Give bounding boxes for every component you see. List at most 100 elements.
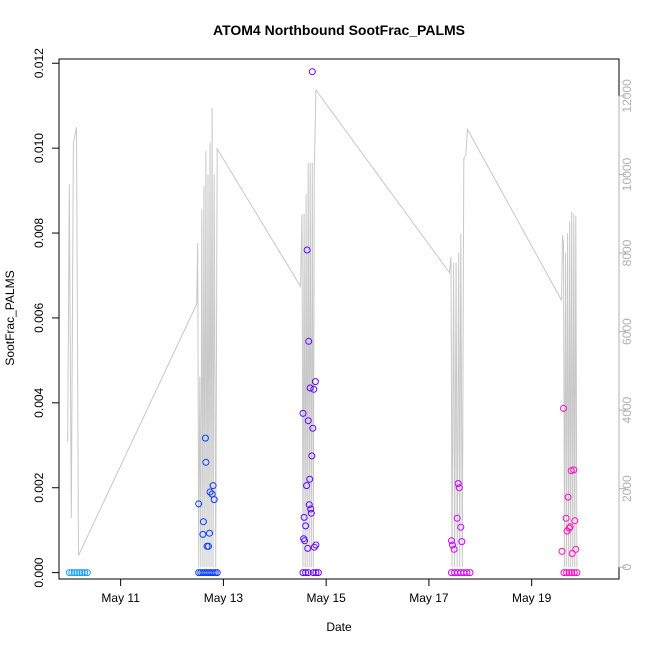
data-point [466, 569, 474, 577]
y2-tick-label: 6000 [620, 318, 634, 345]
data-point [312, 541, 320, 549]
data-point [463, 569, 471, 577]
data-point [306, 475, 314, 483]
data-point [455, 484, 463, 492]
data-point [211, 569, 219, 577]
x-tick-label: May 11 [101, 591, 140, 605]
data-point [202, 458, 210, 466]
data-point [209, 569, 217, 577]
data-point [307, 509, 315, 517]
data-point [307, 505, 315, 513]
data-point [300, 513, 308, 521]
data-point [81, 569, 89, 577]
data-point [209, 482, 217, 490]
data-point-layer [65, 68, 581, 577]
data-point [310, 385, 318, 393]
data-point [457, 523, 465, 531]
x-tick-label: May 17 [409, 591, 449, 605]
data-point [450, 545, 458, 553]
x-axis: May 11 May 13 May 15 May 17 May 19 [101, 578, 552, 605]
data-point [560, 404, 567, 412]
data-point [195, 500, 203, 508]
data-point [308, 452, 316, 460]
data-point [563, 569, 571, 577]
data-point [206, 529, 213, 537]
data-point [570, 569, 578, 577]
data-point [560, 569, 568, 577]
y-tick-label: 0.012 [32, 48, 46, 78]
data-point [68, 569, 76, 577]
data-point [304, 417, 312, 425]
data-point [205, 542, 212, 550]
data-point [568, 550, 576, 557]
data-point [314, 569, 322, 577]
data-point [73, 569, 81, 577]
y-axis-label: SootFrac_PALMS [3, 270, 17, 365]
data-point [310, 543, 318, 551]
data-point [573, 569, 581, 577]
data-point [302, 522, 310, 530]
plot-frame [58, 58, 620, 580]
data-point [312, 569, 320, 577]
x-tick-label: May 19 [512, 591, 552, 605]
x-tick-label: May 13 [204, 591, 244, 605]
data-point [562, 514, 570, 522]
data-point [565, 569, 573, 577]
y2-tick-label: 8000 [620, 239, 634, 266]
y2-tick-label: 2000 [620, 475, 634, 502]
data-point [303, 246, 311, 254]
data-point [210, 496, 218, 504]
data-point [304, 569, 312, 577]
y-tick-label: 0.010 [32, 133, 46, 163]
data-point [65, 569, 73, 577]
data-point [453, 514, 461, 522]
y-tick-label: 0.006 [32, 303, 46, 333]
data-point [571, 517, 579, 525]
data-point [305, 501, 313, 509]
y-tick-label: 0.002 [32, 472, 46, 502]
y-axis-right: 0 2000 4000 6000 8000 10000 12000 [618, 79, 634, 571]
data-point [299, 569, 307, 577]
x-tick-label: May 15 [306, 591, 346, 605]
data-point [309, 424, 317, 432]
y-tick-label: 0.008 [32, 218, 46, 248]
data-point [213, 569, 221, 577]
data-point [572, 545, 580, 553]
data-point [565, 524, 573, 532]
data-point [83, 569, 91, 577]
y2-tick-label: 4000 [620, 396, 634, 423]
x-axis-label: Date [326, 620, 352, 634]
y-axis-left: 0.000 0.002 0.004 0.006 0.008 0.010 0.012 [32, 48, 60, 588]
data-point [199, 518, 207, 526]
y2-tick-label: 10000 [620, 157, 634, 191]
data-point [304, 544, 312, 552]
data-point [78, 569, 86, 577]
data-point [449, 541, 456, 549]
data-point [568, 569, 576, 577]
data-point [454, 480, 462, 487]
y2-tick-label: 12000 [620, 79, 634, 113]
data-point [558, 547, 566, 555]
data-point [206, 488, 214, 496]
y-tick-label: 0.004 [32, 387, 46, 417]
data-point [302, 569, 310, 577]
data-point [458, 538, 466, 546]
data-point [305, 337, 313, 345]
data-point [570, 466, 578, 474]
data-point [566, 523, 574, 531]
data-point [301, 537, 309, 545]
data-point [303, 482, 311, 490]
data-point [309, 569, 317, 577]
data-point [564, 493, 572, 501]
y-tick-label: 0.000 [32, 557, 46, 587]
data-point [308, 68, 316, 76]
data-point [76, 569, 84, 577]
y2-tick-label: 0 [620, 564, 634, 571]
data-point [448, 537, 455, 545]
data-point [201, 434, 209, 442]
altitude-line-layer [67, 88, 578, 568]
data-point [306, 384, 314, 392]
data-point [299, 409, 307, 417]
data-point [311, 378, 319, 386]
